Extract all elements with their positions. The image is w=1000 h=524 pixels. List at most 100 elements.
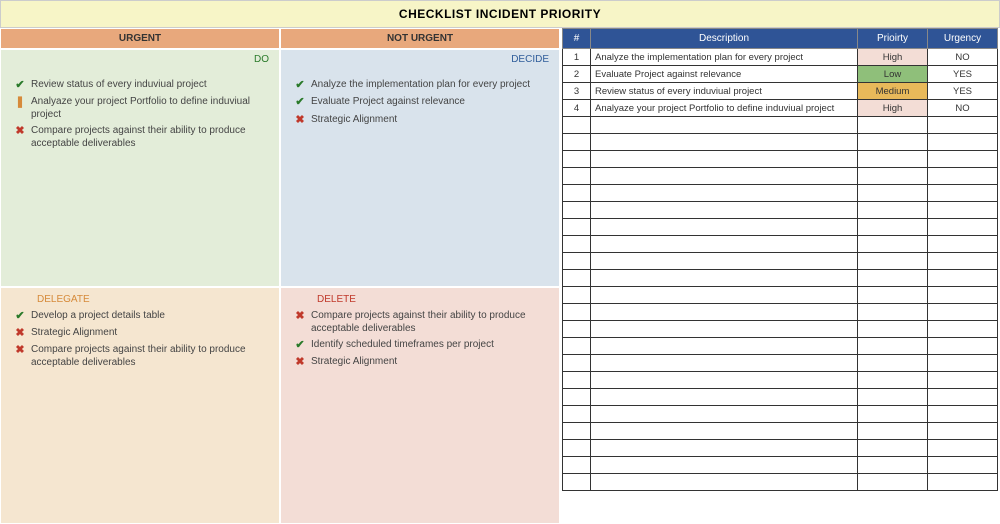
cell-empty (591, 440, 858, 457)
cell-empty (928, 185, 998, 202)
cell-empty (563, 389, 591, 406)
cell-empty (928, 457, 998, 474)
cell-description: Analyaze your project Portfolio to defin… (591, 100, 858, 117)
cell-empty (928, 440, 998, 457)
matrix-item: ✖Compare projects against their ability … (9, 343, 271, 369)
cell-number: 3 (563, 83, 591, 100)
table-row-empty (563, 202, 998, 219)
cell-empty (563, 270, 591, 287)
cell-number: 2 (563, 66, 591, 83)
cell-description: Analyze the implementation plan for ever… (591, 49, 858, 66)
table-row-empty (563, 219, 998, 236)
quadrant-do: DO ✔Review status of every induviual pro… (0, 49, 280, 287)
col-header-description: Description (591, 29, 858, 49)
cross-icon: ✖ (9, 343, 31, 357)
quadrant-label-delegate: DELEGATE (37, 294, 271, 305)
matrix-item-text: Compare projects against their ability t… (31, 343, 271, 369)
table-row-empty (563, 134, 998, 151)
matrix-item: ✖Compare projects against their ability … (9, 124, 271, 150)
table-row: 1Analyze the implementation plan for eve… (563, 49, 998, 66)
quadrant-label-delete: DELETE (317, 294, 551, 305)
matrix-item-text: Analyaze your project Portfolio to defin… (31, 95, 271, 121)
matrix-item-text: Strategic Alignment (31, 326, 271, 339)
cell-empty (858, 236, 928, 253)
cell-priority: High (858, 100, 928, 117)
matrix-item-text: Evaluate Project against relevance (311, 95, 551, 108)
cell-empty (563, 321, 591, 338)
cell-empty (591, 389, 858, 406)
cell-empty (858, 457, 928, 474)
cell-empty (563, 236, 591, 253)
cell-empty (563, 185, 591, 202)
quadrant-label-decide: DECIDE (511, 54, 549, 65)
cell-empty (928, 236, 998, 253)
cell-empty (591, 457, 858, 474)
matrix-item: ✔Analyze the implementation plan for eve… (289, 78, 551, 92)
data-table-panel: # Description Prioirty Urgency 1Analyze … (560, 28, 1000, 524)
cell-empty (591, 185, 858, 202)
cell-empty (928, 134, 998, 151)
cell-description: Evaluate Project against relevance (591, 66, 858, 83)
check-icon: ✔ (289, 78, 311, 92)
matrix-item-text: Review status of every induviual project (31, 78, 271, 91)
cross-icon: ✖ (9, 124, 31, 138)
cell-empty (591, 304, 858, 321)
cell-empty (858, 423, 928, 440)
matrix-item: ✔Identify scheduled timeframes per proje… (289, 338, 551, 352)
cell-empty (563, 423, 591, 440)
cell-empty (563, 219, 591, 236)
cell-urgency: YES (928, 66, 998, 83)
matrix-row-bottom: DELEGATE ✔Develop a project details tabl… (0, 287, 560, 524)
cell-number: 4 (563, 100, 591, 117)
table-row: 2Evaluate Project against relevanceLowYE… (563, 66, 998, 83)
cell-empty (563, 151, 591, 168)
matrix-item-text: Compare projects against their ability t… (31, 124, 271, 150)
cell-empty (858, 355, 928, 372)
table-row-empty (563, 457, 998, 474)
cell-empty (591, 270, 858, 287)
cell-empty (591, 474, 858, 491)
cell-empty (591, 134, 858, 151)
cell-empty (858, 185, 928, 202)
cell-empty (563, 168, 591, 185)
quadrant-delete: DELETE ✖Compare projects against their a… (280, 287, 560, 524)
cell-empty (928, 355, 998, 372)
matrix-body: DO ✔ Review status of every induviual pro… (0, 49, 560, 524)
cell-empty (591, 168, 858, 185)
cell-empty (563, 134, 591, 151)
cell-description: Review status of every induviual project (591, 83, 858, 100)
matrix-item: ✖Strategic Alignment (289, 355, 551, 369)
cell-empty (563, 287, 591, 304)
table-row-empty (563, 270, 998, 287)
table-row-empty (563, 372, 998, 389)
main-container: URGENT NOT URGENT DO ✔Review status of e… (0, 28, 1000, 524)
cell-empty (928, 389, 998, 406)
quadrant-label-do: DO (254, 54, 269, 65)
cell-empty (591, 253, 858, 270)
cell-empty (563, 355, 591, 372)
table-row-empty (563, 151, 998, 168)
quadrant-decide: DECIDE ✔Analyze the implementation plan … (280, 49, 560, 287)
cell-empty (591, 355, 858, 372)
matrix-item-text: Develop a project details table (31, 309, 271, 322)
table-header-row: # Description Prioirty Urgency (563, 29, 998, 49)
cell-empty (858, 372, 928, 389)
cell-empty (928, 202, 998, 219)
matrix-item-text: Compare projects against their ability t… (311, 309, 551, 335)
cell-empty (591, 423, 858, 440)
cell-empty (928, 321, 998, 338)
cross-icon: ✖ (289, 309, 311, 323)
priority-matrix: URGENT NOT URGENT DO ✔Review status of e… (0, 28, 560, 524)
cell-empty (928, 304, 998, 321)
cell-empty (563, 474, 591, 491)
cell-empty (563, 440, 591, 457)
cell-empty (858, 338, 928, 355)
matrix-item-text: Strategic Alignment (311, 355, 551, 368)
table-row-empty (563, 253, 998, 270)
cell-empty (858, 219, 928, 236)
cell-empty (858, 168, 928, 185)
table-row-empty (563, 117, 998, 134)
cell-empty (591, 287, 858, 304)
table-row-empty (563, 355, 998, 372)
check-icon: ✔ (9, 309, 31, 323)
